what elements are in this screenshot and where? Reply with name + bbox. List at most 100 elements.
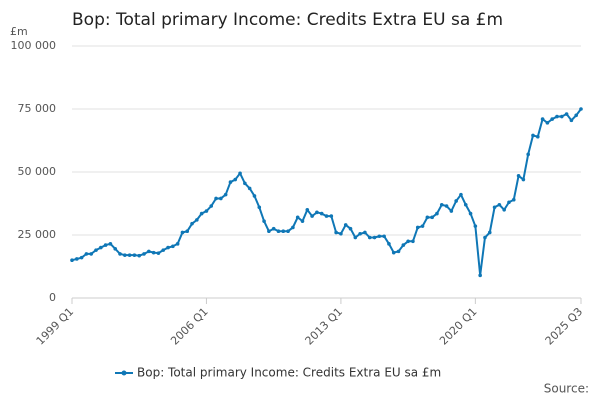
data-point <box>75 257 79 261</box>
data-point <box>339 231 343 236</box>
data-point <box>70 258 74 263</box>
data-point <box>463 202 468 207</box>
data-point <box>94 248 98 252</box>
source: Source: <box>544 382 589 396</box>
legend-label: Bop: Total primary Income: Credits Extra… <box>137 366 441 380</box>
data-point <box>387 242 391 246</box>
data-point <box>142 252 146 256</box>
data-point <box>444 204 449 208</box>
data-point <box>526 152 530 157</box>
data-point <box>372 235 377 240</box>
data-point <box>315 210 319 215</box>
x-tick-label: 2020 Q1 <box>437 305 480 348</box>
data-point <box>166 245 170 250</box>
data-point <box>257 205 262 210</box>
data-point <box>286 229 290 234</box>
data-point <box>199 211 204 216</box>
data-point <box>487 230 492 235</box>
data-point <box>574 113 578 118</box>
data-point <box>319 211 324 216</box>
data-point <box>545 121 550 125</box>
data-point <box>300 219 305 223</box>
data-point <box>415 225 420 230</box>
data-point <box>185 229 190 234</box>
data-point <box>564 112 569 116</box>
data-point <box>382 234 386 239</box>
data-point <box>396 249 401 254</box>
data-point <box>108 242 113 246</box>
y-tick-label: 0 <box>49 291 56 304</box>
data-point <box>521 177 526 182</box>
data-point <box>329 214 334 218</box>
data-point <box>79 255 84 260</box>
data-point <box>550 117 554 121</box>
data-point <box>353 235 358 240</box>
data-point <box>406 239 410 244</box>
data-point <box>247 186 252 191</box>
data-point <box>223 192 228 197</box>
data-point <box>252 194 257 198</box>
data-point <box>84 252 89 256</box>
data-point <box>535 134 540 139</box>
data-point <box>478 273 482 278</box>
y-tick-label: 25 000 <box>18 228 57 241</box>
data-point <box>175 242 180 246</box>
data-point <box>113 247 118 251</box>
data-point <box>99 245 103 250</box>
data-point <box>281 229 286 234</box>
x-tick-label: 2013 Q1 <box>303 305 346 348</box>
data-point <box>420 224 425 228</box>
data-point <box>190 221 194 226</box>
data-point <box>305 208 310 212</box>
data-point <box>425 215 430 220</box>
data-point <box>219 196 223 201</box>
data-point <box>271 226 276 231</box>
data-point <box>483 235 487 240</box>
x-tick-label: 2025 Q3 <box>543 305 586 348</box>
data-point <box>401 243 406 247</box>
data-point <box>137 253 142 258</box>
data-point <box>118 252 122 256</box>
data-point <box>195 218 199 222</box>
data-point <box>559 114 564 119</box>
data-point <box>516 173 521 178</box>
data-point <box>233 177 238 182</box>
data-point <box>348 226 353 231</box>
data-point <box>430 215 434 220</box>
data-point <box>358 231 362 236</box>
data-point <box>454 199 458 203</box>
data-point <box>156 251 161 255</box>
data-point <box>324 214 329 218</box>
data-point <box>411 239 415 244</box>
data-point <box>367 235 372 240</box>
data-point <box>511 197 516 202</box>
data-point <box>228 180 233 184</box>
chart-title: Bop: Total primary Income: Credits Extra… <box>72 10 503 30</box>
data-point <box>579 107 583 111</box>
data-point <box>262 219 266 223</box>
legend-marker <box>121 370 127 376</box>
data-point <box>214 196 218 201</box>
data-point <box>377 234 382 239</box>
data-point <box>209 204 214 208</box>
data-point <box>391 250 396 255</box>
y-tick-label: 100 000 <box>11 39 57 52</box>
y-tick-label: 75 000 <box>18 102 57 115</box>
data-point <box>127 253 132 257</box>
data-point <box>310 214 314 218</box>
data-point <box>473 224 478 228</box>
data-point <box>89 252 94 256</box>
data-point <box>449 209 454 213</box>
data-point <box>502 208 506 212</box>
data-point <box>171 244 175 249</box>
data-point <box>363 230 367 235</box>
data-point <box>435 211 439 216</box>
data-point <box>569 118 574 123</box>
data-point <box>468 211 473 216</box>
data-point <box>497 202 502 207</box>
data-point <box>459 192 463 197</box>
data-point <box>151 250 156 255</box>
data-point <box>540 117 545 121</box>
data-point <box>531 133 535 138</box>
